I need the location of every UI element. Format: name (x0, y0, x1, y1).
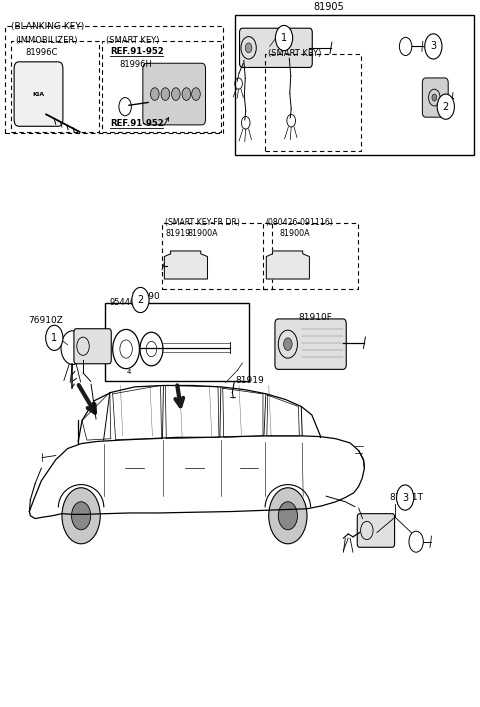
Text: 2: 2 (443, 102, 449, 112)
Circle shape (245, 43, 252, 53)
Circle shape (171, 88, 180, 100)
Text: 76990: 76990 (131, 293, 160, 301)
Circle shape (278, 502, 298, 530)
Text: 1: 1 (281, 33, 287, 43)
Circle shape (276, 25, 293, 51)
Text: 4: 4 (127, 368, 131, 375)
FancyBboxPatch shape (74, 329, 111, 364)
FancyBboxPatch shape (240, 28, 312, 67)
Text: (SMART KEY-FR DR): (SMART KEY-FR DR) (165, 218, 240, 227)
Circle shape (269, 488, 307, 544)
Circle shape (432, 94, 437, 101)
Text: 76910Z: 76910Z (28, 316, 63, 325)
Text: 3: 3 (402, 493, 408, 503)
Text: 81996C: 81996C (25, 48, 58, 57)
Text: 81996H: 81996H (120, 60, 152, 69)
Bar (105, 303, 249, 381)
Text: (080426-091116): (080426-091116) (266, 218, 334, 227)
Circle shape (46, 325, 63, 351)
Bar (265, 54, 361, 151)
Circle shape (161, 88, 169, 100)
Polygon shape (266, 251, 310, 279)
Text: 81919: 81919 (165, 229, 191, 238)
Text: (SMART KEY): (SMART KEY) (106, 36, 159, 45)
Bar (11, 41, 99, 132)
Text: 81910F: 81910F (299, 313, 332, 322)
Text: 81900A: 81900A (279, 229, 310, 238)
Circle shape (192, 88, 200, 100)
Polygon shape (164, 251, 207, 279)
Bar (5, 26, 223, 134)
Text: 81521T: 81521T (389, 493, 423, 502)
Circle shape (182, 88, 191, 100)
Circle shape (132, 288, 149, 312)
Text: 81900A: 81900A (187, 229, 218, 238)
Text: (IMMOBILIZER): (IMMOBILIZER) (15, 36, 78, 45)
Bar (162, 223, 272, 288)
Circle shape (62, 488, 100, 544)
Circle shape (284, 338, 292, 351)
Circle shape (396, 485, 414, 510)
Bar (102, 41, 221, 132)
FancyBboxPatch shape (143, 63, 205, 125)
Bar (263, 223, 358, 288)
Circle shape (425, 34, 442, 59)
Text: 3: 3 (430, 42, 436, 52)
Circle shape (72, 502, 91, 530)
Text: 95440B: 95440B (110, 298, 142, 307)
Text: KIA: KIA (33, 92, 45, 97)
Text: 2: 2 (137, 295, 144, 305)
Bar (235, 15, 474, 155)
FancyBboxPatch shape (357, 514, 395, 547)
Circle shape (437, 94, 455, 119)
Text: 81919: 81919 (235, 376, 264, 385)
Circle shape (151, 88, 159, 100)
Text: 81905: 81905 (313, 2, 344, 12)
Text: 1: 1 (51, 333, 58, 343)
FancyBboxPatch shape (422, 78, 448, 117)
Text: REF.91-952: REF.91-952 (110, 47, 164, 57)
FancyBboxPatch shape (14, 62, 63, 127)
Text: (BLANKING KEY): (BLANKING KEY) (11, 22, 84, 31)
Text: REF.91-952: REF.91-952 (110, 119, 164, 128)
Text: (SMART KEY): (SMART KEY) (268, 49, 321, 58)
FancyBboxPatch shape (275, 319, 346, 369)
